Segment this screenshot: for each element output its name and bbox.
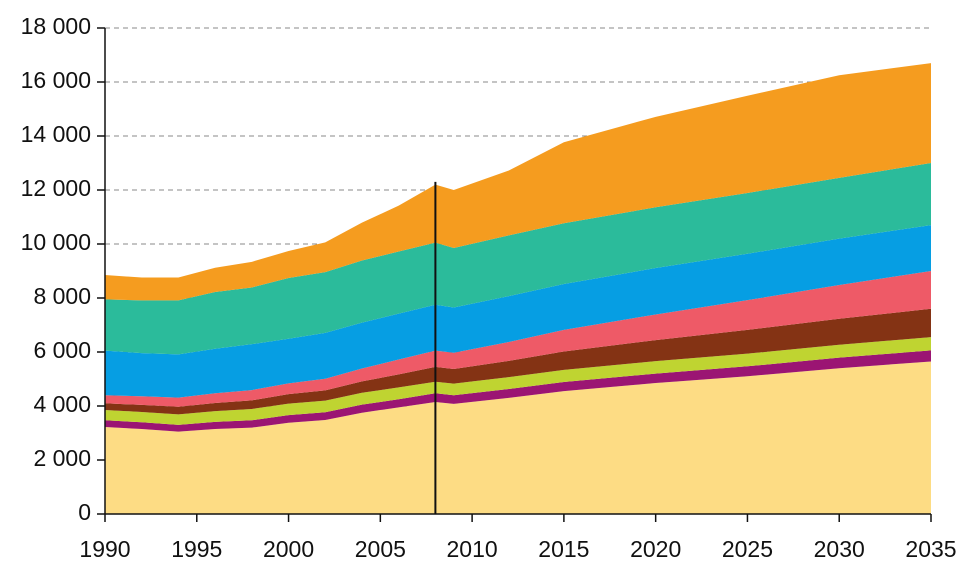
x-tick-label: 1995 [171,536,222,562]
y-tick-label: 6 000 [33,337,91,363]
y-tick-label: 10 000 [21,229,91,255]
area [105,337,931,425]
x-tick-label: 2020 [630,536,681,562]
y-tick-label: 8 000 [33,283,91,309]
area [105,225,931,398]
x-tick-label: 2035 [905,536,956,562]
area [105,271,931,407]
area [105,308,931,415]
y-tick-label: 16 000 [21,67,91,93]
x-tick-label: 2015 [538,536,589,562]
x-tick-label: 1990 [79,536,130,562]
y-tick-label: 14 000 [21,121,91,147]
area [105,163,931,355]
x-tick-label: 2010 [447,536,498,562]
y-tick-label: 12 000 [21,175,91,201]
x-tick-label: 2030 [814,536,865,562]
x-tick-label: 2025 [722,536,773,562]
area [105,350,931,432]
y-tick-label: 2 000 [33,445,91,471]
area [105,361,931,514]
area [105,63,931,301]
y-tick-label: 0 [78,499,91,525]
x-tick-label: 2005 [355,536,406,562]
y-tick-label: 4 000 [33,391,91,417]
y-tick-label: 18 000 [21,13,91,39]
x-tick-label: 2000 [263,536,314,562]
